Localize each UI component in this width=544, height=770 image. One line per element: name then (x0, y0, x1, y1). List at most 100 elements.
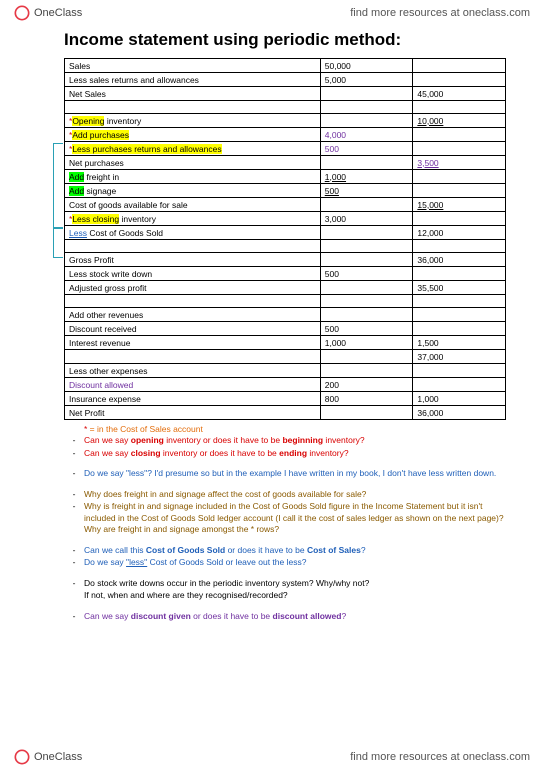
note-spacer (64, 570, 506, 578)
row-val-1: 500 (320, 184, 413, 198)
row-label: Net Sales (65, 87, 321, 101)
table-row: Less sales returns and allowances5,000 (65, 73, 506, 87)
row-val-2 (413, 128, 506, 142)
note-dash (64, 590, 84, 601)
tagline-text: find more resources at oneclass.com (350, 7, 530, 19)
row-val-2 (413, 101, 506, 114)
note-dash: - (64, 448, 84, 459)
row-val-1 (320, 101, 413, 114)
table-row: *Less purchases returns and allowances50… (65, 142, 506, 156)
row-val-1 (320, 281, 413, 295)
row-val-1 (320, 364, 413, 378)
brand-logo: OneClass (14, 5, 82, 21)
note-text: Can we say closing inventory or does it … (84, 448, 506, 459)
note-dash: - (64, 611, 84, 622)
row-val-1: 3,000 (320, 212, 413, 226)
row-val-1 (320, 240, 413, 253)
table-row: Net purchases3,500 (65, 156, 506, 170)
row-val-1 (320, 295, 413, 308)
note-dash: - (64, 468, 84, 479)
table-row (65, 101, 506, 114)
row-val-2: 3,500 (413, 156, 506, 170)
row-label: *Opening inventory (65, 114, 321, 128)
note-spacer (64, 481, 506, 489)
income-statement-table: Sales50,000Less sales returns and allowa… (64, 58, 506, 420)
note-text: Why does freight in and signage affect t… (84, 489, 506, 500)
row-val-2 (413, 378, 506, 392)
logo-icon (14, 5, 30, 21)
table-row: Add signage500 (65, 184, 506, 198)
row-val-1: 500 (320, 142, 413, 156)
row-label: Cost of goods available for sale (65, 198, 321, 212)
page-header: OneClass find more resources at oneclass… (0, 0, 544, 26)
table-row: *Opening inventory10,000 (65, 114, 506, 128)
table-row (65, 240, 506, 253)
note-dash: - (64, 545, 84, 556)
table-row: Net Sales45,000 (65, 87, 506, 101)
star-note: * = in the Cost of Sales account (84, 424, 506, 435)
row-val-1: 800 (320, 392, 413, 406)
row-val-1 (320, 253, 413, 267)
note-line: If not, when and where are they recognis… (64, 590, 506, 601)
note-line: -Do stock write downs occur in the perio… (64, 578, 506, 589)
row-label (65, 101, 321, 114)
row-val-1 (320, 308, 413, 322)
table-row: 37,000 (65, 350, 506, 364)
note-text: Do stock write downs occur in the period… (84, 578, 506, 589)
table-row: Adjusted gross profit35,500 (65, 281, 506, 295)
row-label: Net Profit (65, 406, 321, 420)
note-line: -Can we say closing inventory or does it… (64, 448, 506, 459)
note-spacer (64, 537, 506, 545)
row-label: Sales (65, 59, 321, 73)
note-text: Do we say "less"? I'd presume so but in … (84, 468, 506, 479)
note-dash: - (64, 578, 84, 589)
table-row: Cost of goods available for sale 15,000 (65, 198, 506, 212)
row-val-2 (413, 295, 506, 308)
page-title: Income statement using periodic method: (64, 30, 506, 50)
row-val-1: 200 (320, 378, 413, 392)
note-text: Why is freight in and signage included i… (84, 501, 506, 535)
row-label (65, 240, 321, 253)
table-row: Interest revenue1,0001,500 (65, 336, 506, 350)
table-row: Sales50,000 (65, 59, 506, 73)
table-row: Less Cost of Goods Sold12,000 (65, 226, 506, 240)
row-val-2 (413, 322, 506, 336)
logo-icon (14, 749, 30, 765)
row-label: Interest revenue (65, 336, 321, 350)
row-val-2 (413, 184, 506, 198)
table-wrap: Sales50,000Less sales returns and allowa… (64, 58, 506, 420)
row-val-2: 36,000 (413, 406, 506, 420)
row-label: Gross Profit (65, 253, 321, 267)
row-val-2 (413, 59, 506, 73)
row-val-1: 500 (320, 322, 413, 336)
brand-text: OneClass (34, 751, 82, 763)
row-label: *Less purchases returns and allowances (65, 142, 321, 156)
table-row: Discount received500 (65, 322, 506, 336)
table-row: Less stock write down500 (65, 267, 506, 281)
table-row: Gross Profit36,000 (65, 253, 506, 267)
row-val-2 (413, 170, 506, 184)
note-dash: - (64, 501, 84, 535)
row-val-2 (413, 364, 506, 378)
row-val-2: 15,000 (413, 198, 506, 212)
row-val-1 (320, 350, 413, 364)
row-label: Discount received (65, 322, 321, 336)
row-label: Insurance expense (65, 392, 321, 406)
row-val-1: 1,000 (320, 336, 413, 350)
note-spacer (64, 460, 506, 468)
table-row: *Add purchases4,000 (65, 128, 506, 142)
table-row: *Less closing inventory3,000 (65, 212, 506, 226)
table-row: Add other revenues (65, 308, 506, 322)
note-line: -Can we say discount given or does it ha… (64, 611, 506, 622)
row-val-1 (320, 156, 413, 170)
row-val-2: 1,500 (413, 336, 506, 350)
row-label: Adjusted gross profit (65, 281, 321, 295)
note-dash: - (64, 489, 84, 500)
table-row (65, 295, 506, 308)
note-text: Do we say "less" Cost of Goods Sold or l… (84, 557, 506, 568)
row-label: Less stock write down (65, 267, 321, 281)
note-dash: - (64, 435, 84, 446)
row-val-2 (413, 142, 506, 156)
row-val-1 (320, 406, 413, 420)
note-line: -Why does freight in and signage affect … (64, 489, 506, 500)
